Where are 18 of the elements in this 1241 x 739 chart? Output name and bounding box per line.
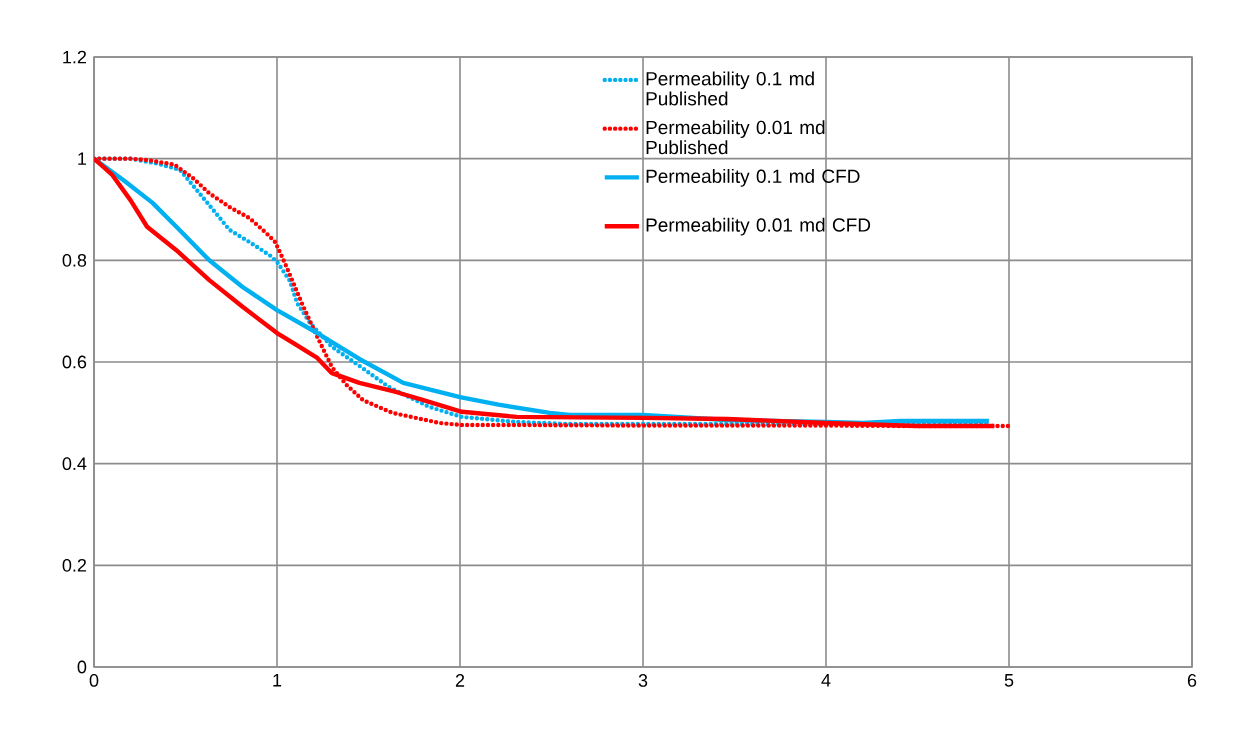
legend-label: Permeability 0.1 md Published — [646, 71, 814, 106]
legend-label: Permeability 0.01 md CFD — [646, 217, 871, 236]
x-tick-label: 5 — [1004, 674, 1014, 687]
y-tick-label: 0.2 — [62, 558, 87, 572]
y-tick-label: 0.8 — [62, 253, 87, 267]
x-tick-label: 1 — [273, 674, 282, 687]
y-tick-label: 0.4 — [62, 457, 87, 471]
legend-label: Permeability 0.1 md CFD — [646, 169, 860, 187]
y-tick-label: 0 — [77, 660, 87, 674]
y-tick-label: 1 — [78, 152, 87, 165]
x-tick-label: 2 — [455, 674, 465, 687]
x-tick-label: 6 — [1187, 674, 1197, 687]
legend-label: Permeability 0.01 md Published — [646, 120, 825, 155]
x-tick-label: 0 — [89, 674, 99, 687]
x-tick-label: 4 — [821, 674, 831, 687]
y-tick-label: 0.6 — [62, 355, 87, 369]
y-tick-label: 1.2 — [63, 50, 87, 64]
x-tick-label: 3 — [638, 674, 648, 687]
